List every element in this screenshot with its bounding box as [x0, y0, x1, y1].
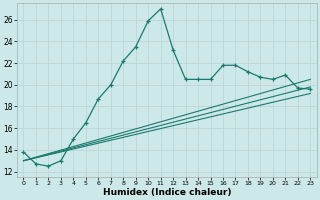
X-axis label: Humidex (Indice chaleur): Humidex (Indice chaleur): [103, 188, 231, 197]
